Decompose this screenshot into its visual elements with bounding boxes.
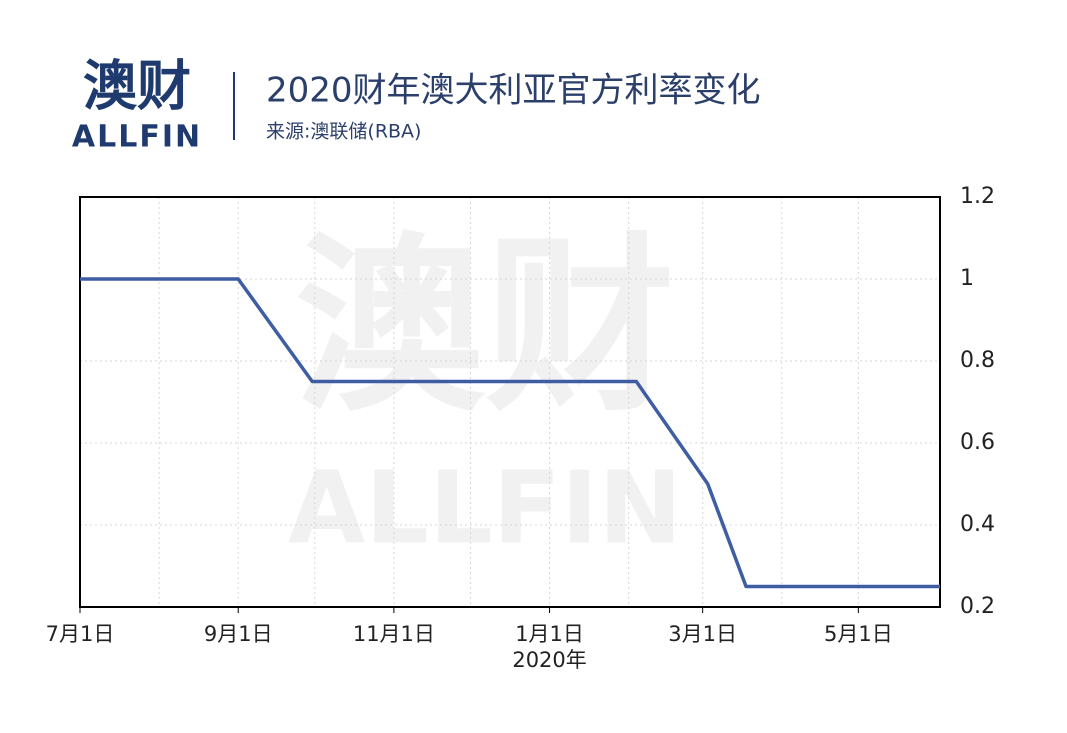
y-tick-label: 1 xyxy=(960,266,974,291)
x-tick-label: 3月1日 xyxy=(668,622,737,646)
chart-title: 2020财年澳大利亚官方利率变化 xyxy=(266,71,761,111)
logo-en: ALLFIN xyxy=(72,120,202,155)
watermark-en: ALLFIN xyxy=(288,449,682,566)
y-tick-label: 0.4 xyxy=(960,512,995,537)
chart-subtitle: 来源:澳联储(RBA) xyxy=(266,121,421,143)
logo-cn: 澳财 xyxy=(83,55,191,118)
x-tick-label: 9月1日 xyxy=(204,622,273,646)
y-tick-label: 0.6 xyxy=(960,430,995,455)
y-tick-label: 1.2 xyxy=(960,184,995,209)
x-tick-label: 7月1日 xyxy=(46,622,115,646)
y-tick-label: 0.8 xyxy=(960,348,995,373)
x-tick-label: 5月1日 xyxy=(824,622,893,646)
y-tick-label: 0.2 xyxy=(960,594,995,619)
x-tick-label: 1月1日 xyxy=(515,622,584,646)
plot-frame xyxy=(79,196,941,608)
watermark-cn: 澳财 xyxy=(295,216,675,437)
line xyxy=(80,277,940,589)
x-tick-sublabel: 2020年 xyxy=(512,648,586,672)
x-tick-label: 11月1日 xyxy=(353,622,435,646)
